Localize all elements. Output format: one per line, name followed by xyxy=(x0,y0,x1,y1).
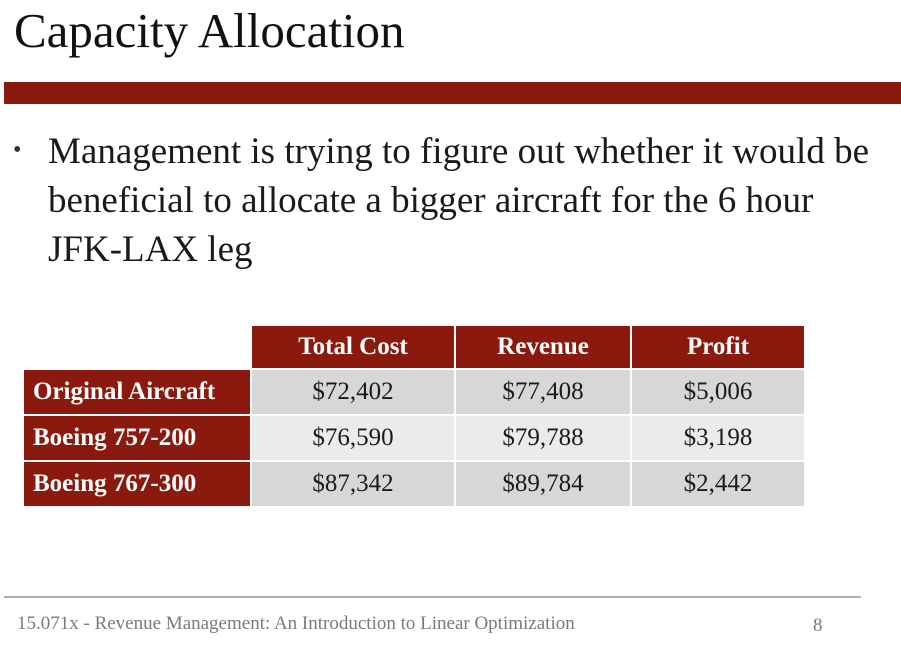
slide-title: Capacity Allocation xyxy=(14,3,405,58)
header-total-cost: Total Cost xyxy=(252,326,454,368)
table-row: Boeing 757-200 $76,590 $79,788 $3,198 xyxy=(24,416,804,460)
cell-total-cost: $76,590 xyxy=(252,416,454,460)
row-label-original-aircraft: Original Aircraft xyxy=(24,370,250,414)
page-number: 8 xyxy=(813,615,823,636)
bullet-marker: • xyxy=(13,137,22,163)
cell-revenue: $79,788 xyxy=(456,416,630,460)
footer-course-title: 15.071x - Revenue Management: An Introdu… xyxy=(17,613,575,634)
table-row: Original Aircraft $72,402 $77,408 $5,006 xyxy=(24,370,804,414)
cell-total-cost: $72,402 xyxy=(252,370,454,414)
cell-profit: $5,006 xyxy=(632,370,804,414)
capacity-table: Total Cost Revenue Profit Original Aircr… xyxy=(22,324,806,508)
row-label-boeing-767-300: Boeing 767-300 xyxy=(24,462,250,506)
cell-total-cost: $87,342 xyxy=(252,462,454,506)
title-accent-bar xyxy=(4,82,901,104)
cell-profit: $2,442 xyxy=(632,462,804,506)
table-header-row: Total Cost Revenue Profit xyxy=(24,326,804,368)
header-profit: Profit xyxy=(632,326,804,368)
bullet-text: Management is trying to figure out wheth… xyxy=(48,131,870,270)
header-revenue: Revenue xyxy=(456,326,630,368)
cell-revenue: $89,784 xyxy=(456,462,630,506)
footer-divider xyxy=(4,596,861,598)
table-corner-cell xyxy=(24,326,250,368)
cell-profit: $3,198 xyxy=(632,416,804,460)
cell-revenue: $77,408 xyxy=(456,370,630,414)
table-row: Boeing 767-300 $87,342 $89,784 $2,442 xyxy=(24,462,804,506)
row-label-boeing-757-200: Boeing 757-200 xyxy=(24,416,250,460)
